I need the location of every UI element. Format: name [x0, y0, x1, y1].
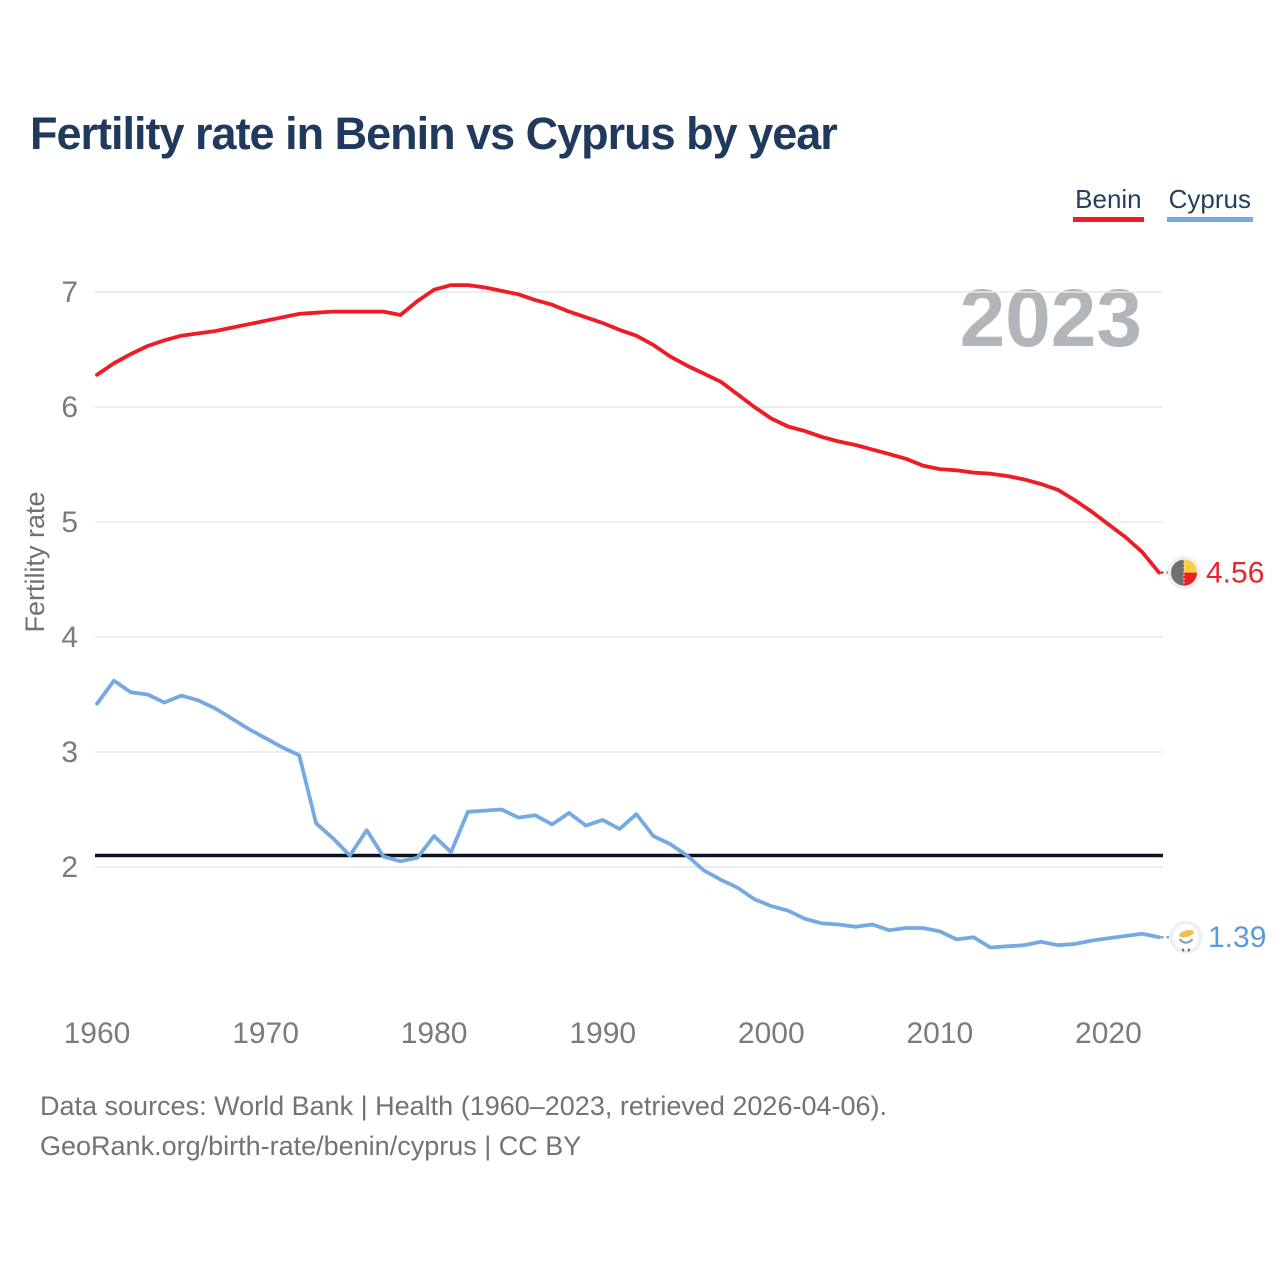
x-tick-label: 2020: [1075, 1017, 1142, 1050]
x-tick-label: 1970: [232, 1017, 299, 1050]
y-tick-label: 3: [61, 736, 78, 769]
y-tick-label: 4: [61, 621, 78, 654]
y-tick-label: 2: [61, 851, 78, 884]
y-tick-label: 7: [61, 276, 78, 309]
attribution-line: GeoRank.org/birth-rate/benin/cyprus | CC…: [40, 1131, 582, 1161]
data-sources-line: Data sources: World Bank | Health (1960–…: [40, 1091, 887, 1121]
end-value-label-cyprus: 1.39: [1208, 921, 1266, 954]
y-tick-label: 5: [61, 506, 78, 539]
x-tick-label: 2010: [906, 1017, 973, 1050]
x-tick-label: 1960: [64, 1017, 131, 1050]
x-tick-label: 1990: [569, 1017, 636, 1050]
x-tick-label: 2000: [738, 1017, 805, 1050]
end-value-label-benin: 4.56: [1206, 557, 1264, 590]
cyprus-flag-icon: [1169, 920, 1203, 954]
footer: Data sources: World Bank | Health (1960–…: [40, 1086, 887, 1166]
legend-item-cyprus[interactable]: Cyprus: [1166, 184, 1253, 223]
x-tick-label: 1980: [401, 1017, 468, 1050]
y-tick-label: 6: [61, 391, 78, 424]
page-title: Fertility rate in Benin vs Cyprus by yea…: [30, 108, 838, 159]
legend: Benin Cyprus: [1073, 184, 1253, 223]
legend-label-cyprus: Cyprus: [1168, 184, 1251, 214]
series-line-cyprus: [95, 678, 1161, 950]
year-watermark: 2023: [960, 273, 1142, 364]
benin-flag-icon: [1167, 556, 1201, 590]
y-axis-title: Fertility rate: [20, 491, 50, 632]
legend-item-benin[interactable]: Benin: [1073, 184, 1144, 223]
legend-label-benin: Benin: [1075, 184, 1142, 214]
series-line-benin: [95, 283, 1161, 575]
